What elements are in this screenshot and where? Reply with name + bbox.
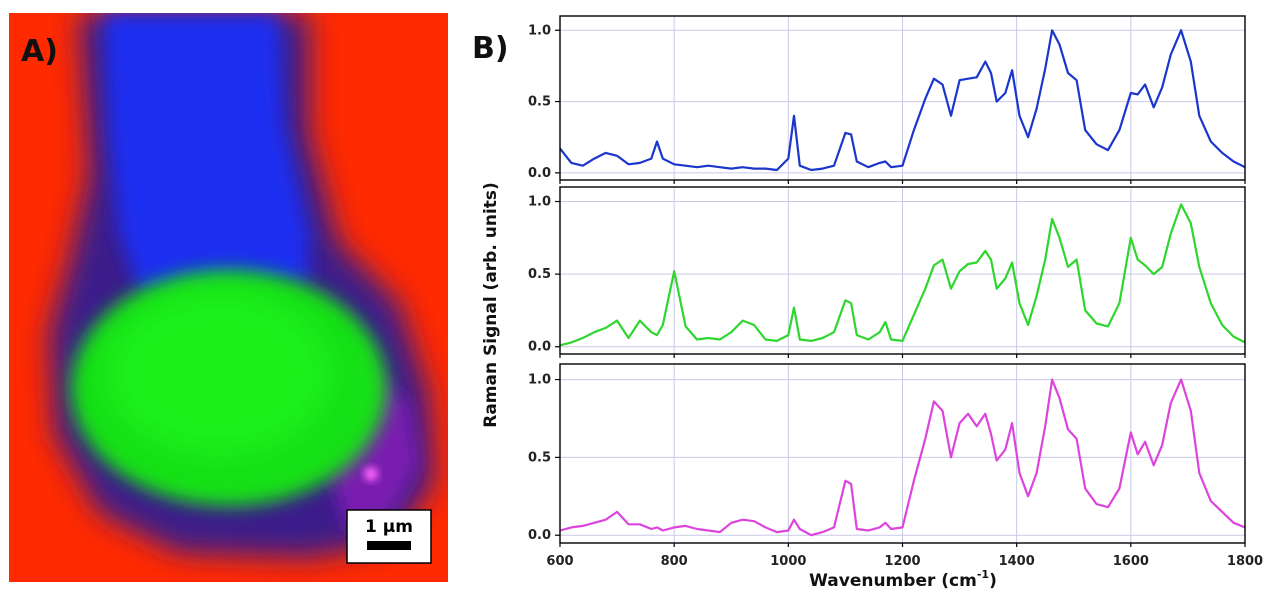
x-axis-title-close: )	[989, 571, 997, 591]
bright-spot	[364, 467, 378, 481]
y-tick-label: 1.0	[528, 373, 551, 388]
y-axis-title: Raman Signal (arb. units)	[481, 182, 501, 428]
spectrum-panel-1: 0.0 0.5 1.0	[528, 15, 1246, 184]
y-tick-label: 0.5	[528, 450, 551, 465]
y-tick-label: 1.0	[528, 23, 551, 38]
x-tick-labels: 600 800 1000 1200 1400 1600 1800	[546, 554, 1263, 569]
scale-bar-line	[367, 541, 411, 550]
y-tick-label: 1.0	[528, 195, 551, 210]
x-tick-label: 800	[661, 554, 688, 569]
x-tick-label: 1600	[1113, 554, 1149, 569]
spectra-plots: 0.0 0.5 1.0 0.0 0.5 1.0 0.0 0.5 1.0	[528, 15, 1246, 547]
panel-a-label: A)	[21, 34, 58, 69]
spectrum-line-3	[559, 378, 1246, 537]
y-tick-label: 0.5	[528, 267, 551, 282]
scale-bar-box	[346, 509, 432, 564]
spectrum-line-1	[559, 29, 1246, 172]
x-tick-label: 1800	[1227, 554, 1263, 569]
raman-spectra-panel: B) 0.0 0.5 1.0 0.0 0.5 1.0 0.0 0.5 1.0 600 800 100…	[472, 15, 1263, 591]
spectrum-line-2	[559, 203, 1246, 347]
x-axis-title: Wavenumber (cm-1)	[809, 568, 997, 591]
y-tick-label: 0.5	[528, 95, 551, 110]
scale-bar: 1 μm	[346, 509, 432, 564]
x-tick-label: 1000	[770, 554, 806, 569]
x-axis-title-main: Wavenumber (cm	[809, 571, 977, 591]
raman-image-panel: A) 1 μm	[9, 13, 448, 582]
y-tick-label: 0.0	[528, 340, 551, 355]
x-axis-title-sup: -1	[977, 568, 989, 581]
spectrum-panel-2: 0.0 0.5 1.0	[528, 186, 1246, 358]
x-tick-label: 1400	[999, 554, 1035, 569]
panel-b-label: B)	[472, 31, 509, 66]
y-tick-label: 0.0	[528, 528, 551, 543]
scale-bar-label: 1 μm	[365, 517, 413, 537]
x-tick-label: 1200	[884, 554, 920, 569]
y-tick-label: 0.0	[528, 166, 551, 181]
nucleus-core	[109, 293, 329, 453]
spectrum-panel-3: 0.0 0.5 1.0	[528, 363, 1246, 547]
cytoplasm-region	[104, 13, 309, 293]
x-tick-label: 600	[546, 554, 573, 569]
